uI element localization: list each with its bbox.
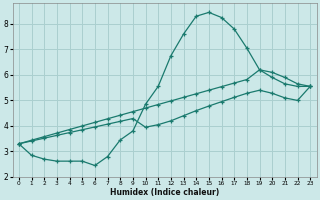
X-axis label: Humidex (Indice chaleur): Humidex (Indice chaleur) (110, 188, 219, 197)
